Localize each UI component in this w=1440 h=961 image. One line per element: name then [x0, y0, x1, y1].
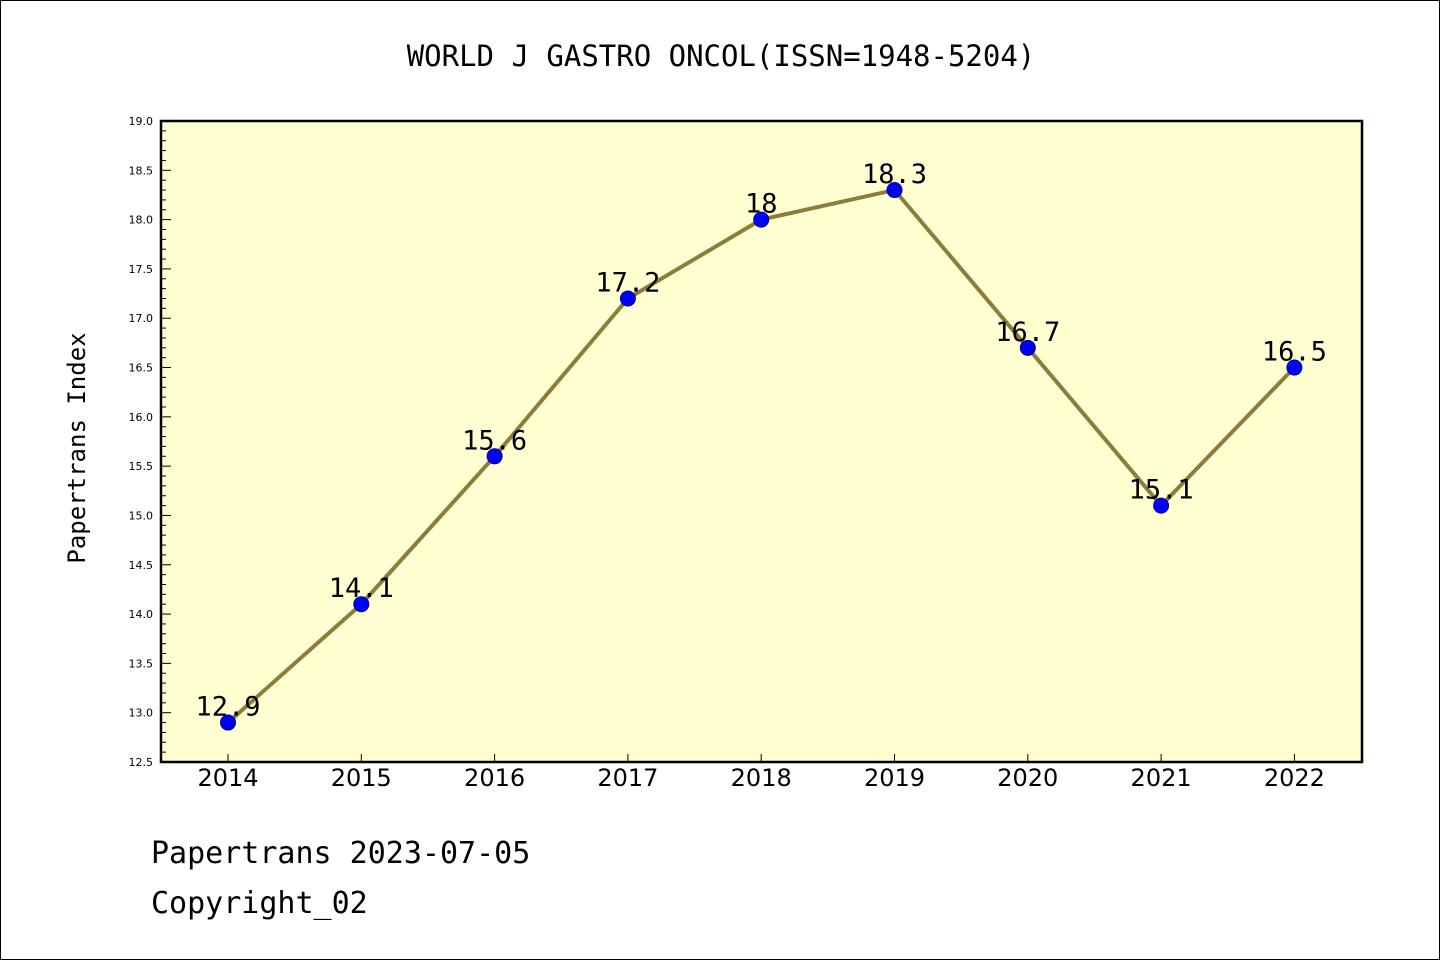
chart-title: WORLD J GASTRO ONCOL(ISSN=1948-5204) — [406, 39, 1036, 73]
data-label: 18 — [745, 189, 778, 220]
plot-frame — [159, 119, 1364, 764]
data-label: 18.3 — [862, 159, 927, 190]
footer-copyright: Copyright_02 — [151, 886, 368, 921]
data-point — [753, 211, 770, 228]
data-point — [619, 290, 636, 307]
y-tick-label: 15.0 — [129, 509, 154, 522]
data-point — [886, 182, 903, 199]
y-tick-label: 13.5 — [129, 657, 154, 670]
y-tick-label: 13.0 — [129, 707, 154, 720]
y-tick-label: 12.5 — [129, 756, 154, 769]
data-point — [486, 448, 503, 465]
x-tick-label: 2019 — [864, 764, 925, 792]
y-tick-label: 17.0 — [129, 312, 154, 325]
x-tick-label: 2016 — [464, 764, 525, 792]
data-point — [1286, 359, 1303, 376]
plot-area — [161, 121, 1362, 762]
x-tick-label: 2018 — [731, 764, 792, 792]
x-tick-label: 2020 — [997, 764, 1058, 792]
y-tick-label: 15.5 — [129, 460, 154, 473]
y-tick-label: 16.0 — [129, 411, 154, 424]
data-label: 16.7 — [995, 317, 1060, 348]
x-tick-label: 2021 — [1131, 764, 1192, 792]
data-label: 15.1 — [1129, 475, 1194, 506]
data-point — [1019, 339, 1036, 356]
x-tick-label: 2014 — [197, 764, 258, 792]
y-tick-label: 19.0 — [129, 115, 154, 128]
y-tick-label: 14.0 — [129, 608, 154, 621]
data-label: 12.9 — [195, 692, 260, 723]
data-point — [353, 596, 370, 613]
x-tick-label: 2017 — [597, 764, 658, 792]
data-point — [1153, 497, 1170, 514]
x-tick-label: 2022 — [1264, 764, 1325, 792]
footer-date: Papertrans 2023-07-05 — [151, 836, 531, 871]
y-tick-label: 18.0 — [129, 214, 154, 227]
data-label: 14.1 — [329, 573, 394, 604]
data-point — [220, 714, 236, 731]
y-tick-label: 17.5 — [129, 263, 154, 276]
x-tick-label: 2015 — [331, 764, 392, 792]
data-label: 16.5 — [1262, 337, 1327, 368]
data-label: 17.2 — [595, 268, 660, 299]
data-label: 15.6 — [462, 425, 527, 456]
y-tick-label: 14.5 — [129, 559, 154, 572]
y-tick-label: 18.5 — [129, 164, 154, 177]
y-tick-label: 16.5 — [129, 362, 154, 375]
